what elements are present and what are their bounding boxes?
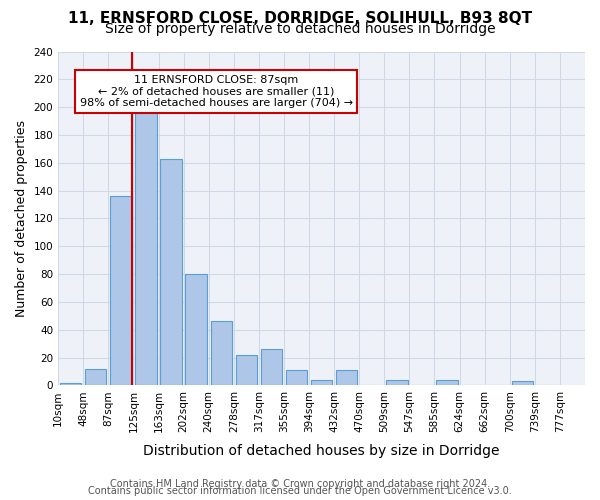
Bar [110, 196, 131, 386]
Bar [512, 381, 533, 386]
Bar [386, 380, 407, 386]
Bar [160, 158, 182, 386]
X-axis label: Distribution of detached houses by size in Dorridge: Distribution of detached houses by size … [143, 444, 500, 458]
Bar [211, 322, 232, 386]
Text: Contains public sector information licensed under the Open Government Licence v3: Contains public sector information licen… [88, 486, 512, 496]
Text: 11, ERNSFORD CLOSE, DORRIDGE, SOLIHULL, B93 8QT: 11, ERNSFORD CLOSE, DORRIDGE, SOLIHULL, … [68, 11, 532, 26]
Text: Size of property relative to detached houses in Dorridge: Size of property relative to detached ho… [104, 22, 496, 36]
Text: 11 ERNSFORD CLOSE: 87sqm
← 2% of detached houses are smaller (11)
98% of semi-de: 11 ERNSFORD CLOSE: 87sqm ← 2% of detache… [80, 75, 353, 108]
Bar [136, 112, 157, 386]
Bar [185, 274, 207, 386]
Bar [286, 370, 307, 386]
Y-axis label: Number of detached properties: Number of detached properties [15, 120, 28, 317]
Bar [311, 380, 332, 386]
Text: Contains HM Land Registry data © Crown copyright and database right 2024.: Contains HM Land Registry data © Crown c… [110, 479, 490, 489]
Bar [336, 370, 358, 386]
Bar [261, 349, 282, 386]
Bar [60, 382, 82, 386]
Bar [85, 368, 106, 386]
Bar [236, 355, 257, 386]
Bar [436, 380, 458, 386]
